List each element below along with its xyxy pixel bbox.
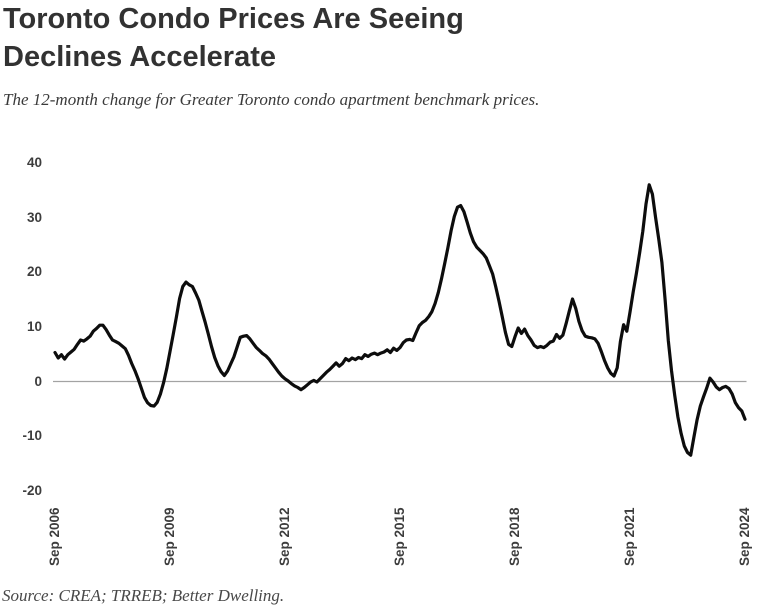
x-axis-tick-label: Sep 2006 [47, 507, 62, 566]
chart-subtitle: The 12-month change for Greater Toronto … [3, 90, 540, 109]
y-axis-tick-label: 40 [26, 155, 42, 170]
y-axis-tick-label: 30 [26, 209, 42, 225]
x-axis-tick-label: Sep 2015 [392, 507, 407, 566]
x-axis-tick-label: Sep 2018 [507, 507, 522, 566]
y-axis-tick-label: -20 [22, 482, 42, 498]
condo-price-change-series [53, 183, 747, 457]
x-axis-tick-label: Sep 2012 [277, 507, 292, 566]
x-axis-tick-label: Sep 2024 [737, 507, 752, 566]
source-note: Source: CREA; TRREB; Better Dwelling. [2, 586, 285, 605]
y-axis-tick-label: 20 [26, 264, 42, 280]
page-title: Toronto Condo Prices Are Seeing Declines… [3, 3, 464, 73]
y-axis-tick-label: 10 [26, 318, 42, 334]
x-axis-tick-label: Sep 2021 [622, 507, 637, 566]
y-axis-tick-label: 0 [34, 373, 42, 389]
x-axis-tick-label: Sep 2009 [162, 507, 177, 566]
y-axis-tick-label: -10 [22, 428, 42, 444]
